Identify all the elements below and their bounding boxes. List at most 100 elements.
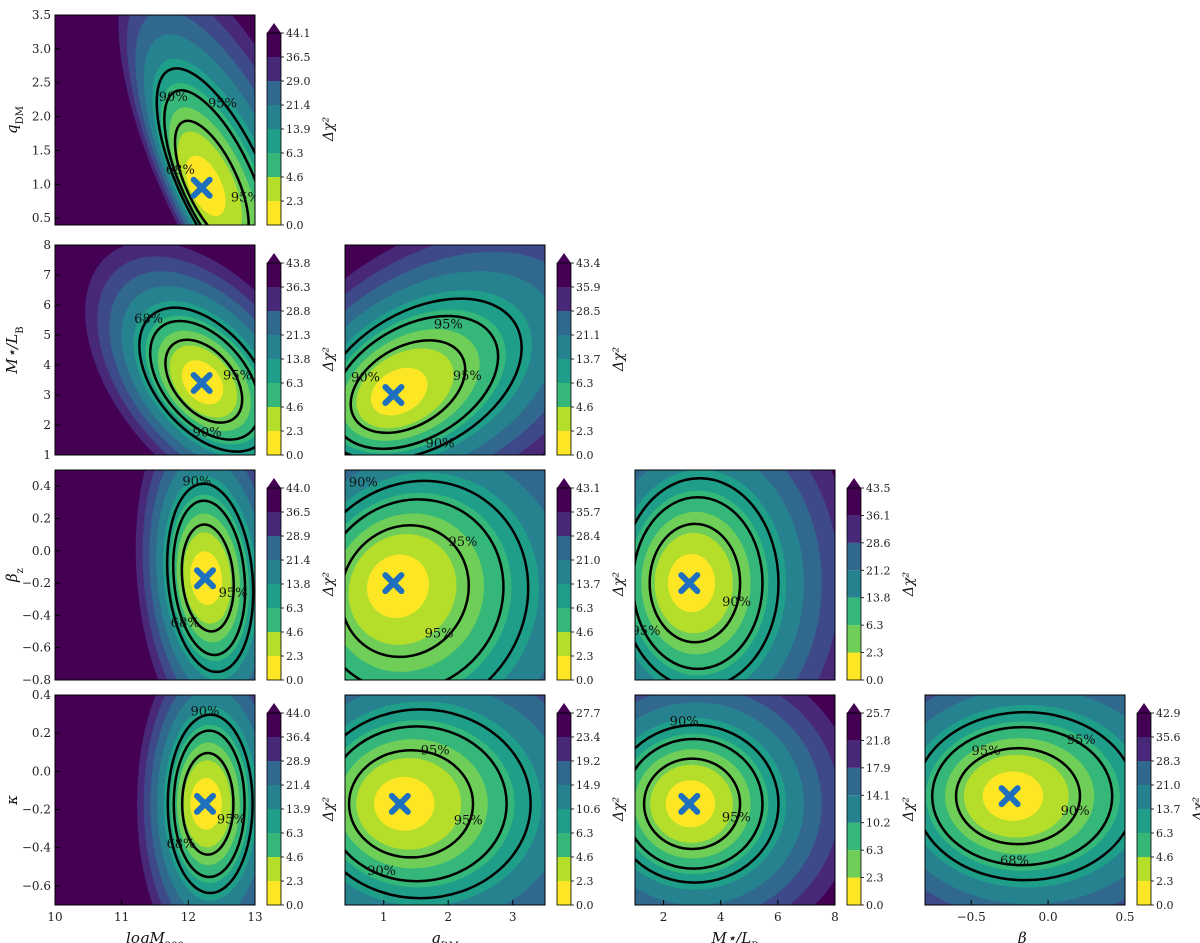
colorbar-segment bbox=[847, 652, 861, 680]
colorbar-tick-label: 6.3 bbox=[286, 147, 304, 160]
panel-r3-c3: 90% 68% 95% 95% −0.5 0.0 0.5 βz 0.0 2.3 4.6 6.3 13.7… bbox=[924, 694, 1200, 943]
chi2-heatmap: 95% 68% 90% bbox=[55, 695, 255, 905]
colorbar-tick-label: 0.0 bbox=[866, 899, 884, 912]
colorbar-tick-label: 6.3 bbox=[286, 827, 304, 840]
contour-line-68 bbox=[164, 338, 244, 424]
colorbar-tick-label: 2.3 bbox=[866, 647, 884, 660]
y-axis-label: βz bbox=[3, 568, 26, 583]
colorbar-tick-label: 21.4 bbox=[286, 554, 311, 567]
contour-label: 90% bbox=[191, 704, 220, 719]
y-tick-label: −0.2 bbox=[22, 803, 51, 817]
colorbar-extend-arrow bbox=[557, 703, 571, 713]
colorbar: 0.0 2.3 4.6 6.3 13.7 21.0 28.4 35.7 43.1 Δχ² bbox=[556, 478, 627, 687]
contour-line-68 bbox=[347, 748, 475, 859]
colorbar-segment bbox=[557, 833, 571, 857]
contour-label: 90% bbox=[670, 715, 699, 730]
colorbar-extend-arrow bbox=[267, 478, 281, 488]
best-fit-marker bbox=[388, 792, 411, 815]
colorbar-segment bbox=[557, 656, 571, 680]
colorbar-segment bbox=[557, 809, 571, 833]
contour-label: 68% bbox=[1000, 854, 1029, 869]
colorbar-segment bbox=[267, 129, 281, 153]
colorbar-tick-label: 0.0 bbox=[576, 674, 594, 687]
best-fit-marker bbox=[998, 785, 1021, 808]
colorbar-tick-label: 28.3 bbox=[1156, 755, 1181, 768]
colorbar-extend-arrow bbox=[1137, 703, 1151, 713]
contour-line-95 bbox=[345, 708, 532, 900]
colorbar-segment bbox=[847, 767, 861, 796]
colorbar-segment bbox=[267, 359, 281, 383]
colorbar-tick-label: 6.3 bbox=[576, 827, 594, 840]
colorbar-extend-arrow bbox=[267, 253, 281, 263]
y-tick-label: 5 bbox=[43, 328, 51, 342]
colorbar-tick-label: 2.3 bbox=[286, 875, 304, 888]
colorbar-segment bbox=[1137, 713, 1151, 737]
colorbar-segment bbox=[267, 335, 281, 359]
axes-frame bbox=[924, 694, 1126, 906]
colorbar-segment bbox=[267, 512, 281, 536]
colorbar-tick-label: 4.6 bbox=[576, 851, 594, 864]
best-fit-marker bbox=[194, 567, 216, 590]
y-tick-label: 0.0 bbox=[32, 544, 51, 558]
colorbar-tick-label: 0.0 bbox=[576, 449, 594, 462]
y-tick-label: 8 bbox=[43, 238, 51, 252]
colorbar-tick-label: 36.1 bbox=[866, 509, 891, 522]
contour-line-90 bbox=[930, 725, 1114, 867]
panel-r1-c0: 95% 90% 68% 1 2 3 4 5 6 7 8 M⋆/LB 0.0 2.3 4.6 6.3 13.8 21… bbox=[3, 238, 337, 462]
colorbar-tick-label: 0.0 bbox=[286, 219, 304, 232]
x-tick-label: −0.5 bbox=[957, 910, 986, 924]
colorbar-segment bbox=[557, 488, 571, 512]
colorbar-segment bbox=[557, 632, 571, 656]
colorbar-segment bbox=[847, 850, 861, 878]
x-tick-label: 11 bbox=[114, 910, 129, 924]
axes-frame bbox=[634, 469, 836, 681]
colorbar-extend-arrow bbox=[557, 253, 571, 263]
colorbar-segment bbox=[847, 877, 861, 905]
colorbar-tick-label: 13.8 bbox=[866, 592, 891, 605]
colorbar-segment bbox=[267, 431, 281, 455]
x-tick-label: 2 bbox=[660, 910, 668, 924]
x-tick-label: 6 bbox=[774, 910, 782, 924]
contour-line-90 bbox=[635, 496, 764, 671]
y-tick-label: −0.8 bbox=[22, 673, 51, 687]
colorbar-tick-label: 4.6 bbox=[286, 626, 304, 639]
contour-label: 68% bbox=[167, 837, 196, 852]
y-axis-label: qDM bbox=[3, 106, 26, 134]
colorbar-segment bbox=[1137, 833, 1151, 857]
contour-label: 90% bbox=[367, 864, 396, 879]
colorbar: 0.0 2.3 6.3 13.8 21.2 28.6 36.1 43.5 Δχ² bbox=[846, 478, 917, 687]
colorbar-tick-label: 42.9 bbox=[1156, 707, 1181, 720]
contour-line-90 bbox=[148, 319, 255, 441]
contour-label: 95% bbox=[434, 318, 463, 333]
colorbar-segment bbox=[267, 383, 281, 407]
x-tick-label: 1 bbox=[380, 910, 388, 924]
colorbar-tick-label: 13.7 bbox=[576, 578, 601, 591]
y-tick-label: −0.4 bbox=[22, 841, 52, 855]
contour-line-95 bbox=[345, 479, 530, 680]
colorbar-segment bbox=[557, 311, 571, 335]
best-fit-marker bbox=[382, 572, 405, 595]
contour-label: 90% bbox=[349, 476, 378, 491]
colorbar-tick-label: 35.7 bbox=[576, 506, 601, 519]
axes-frame bbox=[344, 244, 546, 456]
colorbar-tick-label: 28.6 bbox=[866, 537, 891, 550]
contour-label: 68% bbox=[134, 312, 163, 327]
contour-label: 95% bbox=[1067, 733, 1096, 748]
colorbar-segment bbox=[557, 560, 571, 584]
y-tick-label: 3 bbox=[43, 388, 51, 402]
contour-line-90 bbox=[345, 498, 505, 680]
colorbar-segment bbox=[267, 287, 281, 311]
colorbar-title: Δχ² bbox=[611, 572, 627, 598]
colorbar-tick-label: 44.0 bbox=[286, 482, 311, 495]
colorbar-tick-label: 10.6 bbox=[576, 803, 601, 816]
colorbar-tick-label: 13.8 bbox=[286, 578, 311, 591]
y-tick-label: −0.2 bbox=[22, 576, 51, 590]
contour-line-68 bbox=[642, 757, 742, 851]
colorbar-tick-label: 36.5 bbox=[286, 506, 311, 519]
y-tick-label: 2.5 bbox=[32, 76, 51, 90]
colorbar-segment bbox=[267, 201, 281, 225]
colorbar-tick-label: 10.2 bbox=[866, 817, 891, 830]
contour-line-68 bbox=[345, 524, 471, 659]
y-tick-label: −0.6 bbox=[22, 641, 51, 655]
colorbar-tick-label: 0.0 bbox=[286, 449, 304, 462]
